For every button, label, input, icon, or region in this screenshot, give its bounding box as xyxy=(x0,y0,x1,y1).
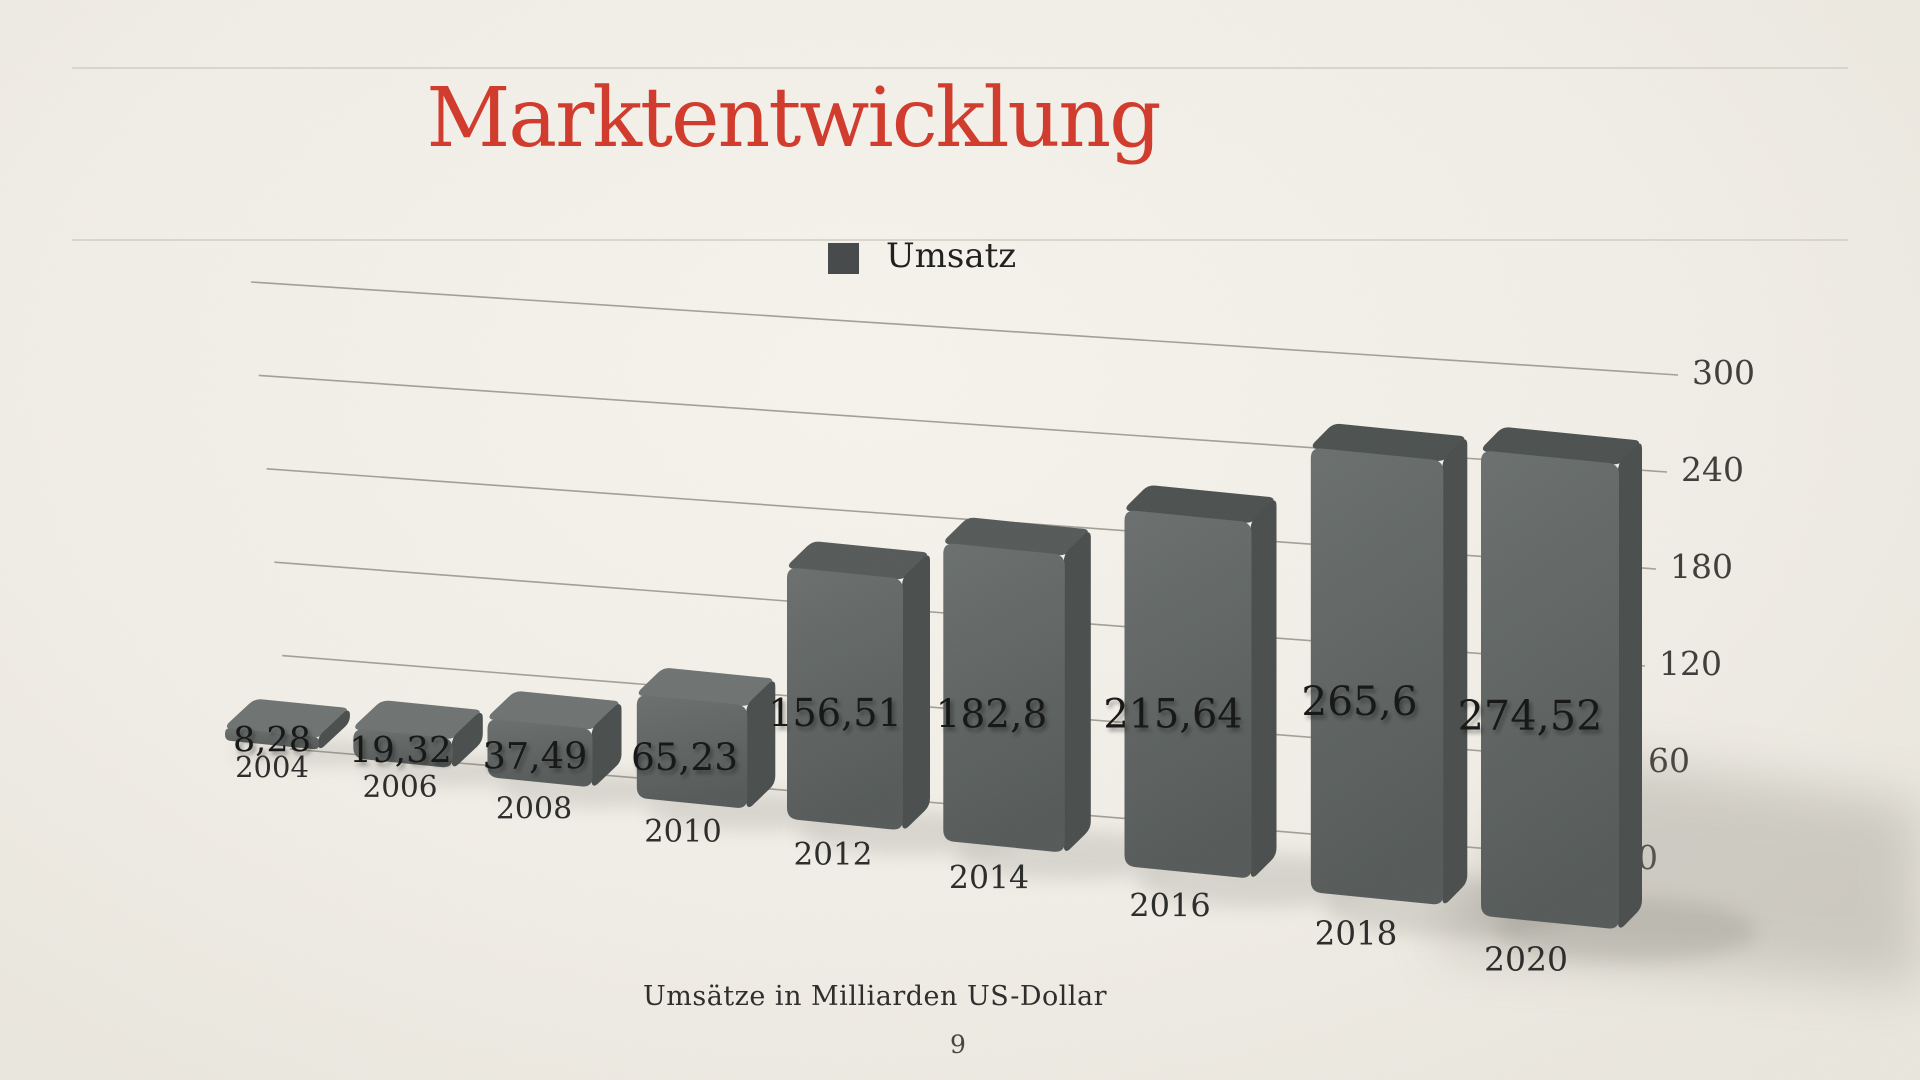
x-axis-category-label: 2010 xyxy=(644,814,722,849)
x-axis-category-label: 2016 xyxy=(1129,886,1210,924)
legend-swatch-icon xyxy=(828,242,859,274)
y-axis-tick-label: 240 xyxy=(1681,450,1744,489)
bar-side-face xyxy=(746,681,776,808)
y-axis-tick-label: 300 xyxy=(1692,353,1755,392)
bar-side-face xyxy=(1442,439,1468,904)
bar-side-face xyxy=(1063,532,1091,851)
bar-value-label: 265,6 xyxy=(1301,677,1417,725)
slide-title: Marktentwicklung xyxy=(426,71,1161,166)
bar-front-face xyxy=(225,728,319,750)
bar-value-label: 156,51 xyxy=(768,692,902,736)
axis-caption: Umsätze in Milliarden US-Dollar xyxy=(642,981,1108,1012)
x-axis-category-label: 2020 xyxy=(1484,940,1568,979)
bar-side-face xyxy=(1250,500,1277,877)
bar-value-label: 19,32 xyxy=(349,730,451,771)
bar-value-label: 182,8 xyxy=(936,693,1048,738)
bar-front-face xyxy=(487,719,593,787)
title-divider xyxy=(72,239,1848,241)
bar-front-face xyxy=(353,729,453,768)
x-axis-category-label: 2012 xyxy=(794,837,873,873)
y-axis-tick-label: 180 xyxy=(1670,547,1733,586)
bar-front-face xyxy=(943,543,1065,852)
bar-front-face xyxy=(636,695,748,808)
top-divider xyxy=(72,67,1848,69)
bar-front-face xyxy=(787,568,903,830)
bar-side-face xyxy=(591,704,622,786)
bar-value-label: 37,49 xyxy=(483,734,588,777)
legend-label: Umsatz xyxy=(886,236,1017,276)
x-axis-category-label: 2008 xyxy=(496,791,572,826)
x-axis-category-label: 2006 xyxy=(362,770,437,804)
bar-side-face xyxy=(902,555,930,829)
bar-value-label: 215,64 xyxy=(1103,692,1242,738)
bar-front-face xyxy=(1310,448,1444,905)
x-axis-category-label: 2018 xyxy=(1315,915,1398,953)
x-axis-category-label: 2014 xyxy=(949,861,1029,897)
x-axis-category-label: 2004 xyxy=(235,750,309,784)
bar-value-label: 274,52 xyxy=(1458,692,1603,740)
bar-front-face xyxy=(1481,451,1619,929)
bar-side-face xyxy=(1618,443,1642,928)
bar-side-face xyxy=(451,712,483,767)
bar-front-face xyxy=(1124,510,1252,878)
y-axis-tick-label: 120 xyxy=(1659,644,1722,683)
bar-value-label: 65,23 xyxy=(631,735,738,779)
bar-value-label: 8,28 xyxy=(233,720,311,760)
bar-side-face xyxy=(318,710,350,749)
page-number: 9 xyxy=(950,1030,966,1059)
chart-legend: Umsatz xyxy=(828,236,1017,276)
gridline xyxy=(250,281,1679,376)
